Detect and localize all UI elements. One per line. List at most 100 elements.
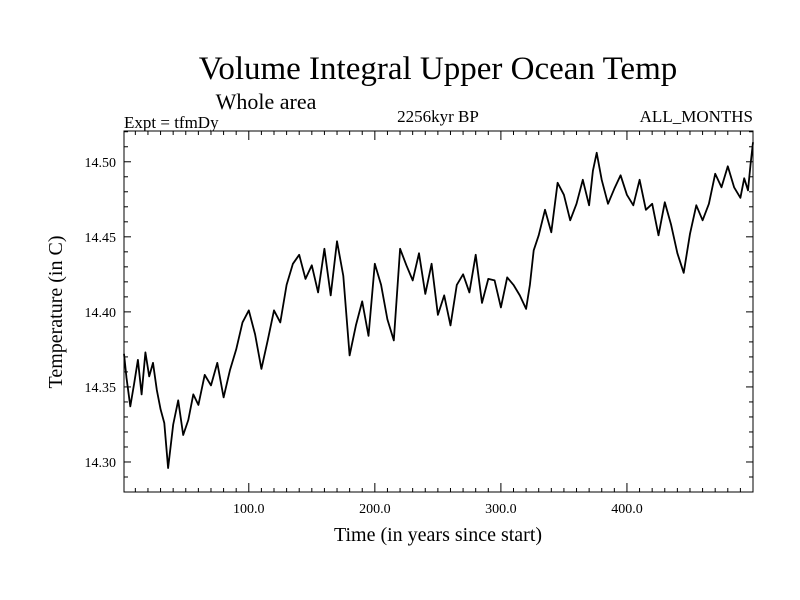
data-point (664, 201, 666, 203)
data-point (342, 275, 344, 277)
data-point (431, 263, 433, 265)
data-point (167, 467, 169, 469)
data-point (405, 264, 407, 266)
data-point (702, 219, 704, 221)
data-point (129, 405, 131, 407)
data-point (689, 233, 691, 235)
epoch-label: 2256kyr BP (397, 107, 479, 126)
y-tick-label: 14.35 (85, 381, 117, 396)
plot-frame (123, 130, 754, 493)
data-point (412, 279, 414, 281)
data-point (739, 197, 742, 199)
data-point (235, 348, 237, 350)
data-point (462, 273, 464, 275)
data-point (506, 276, 508, 278)
series-line (123, 142, 754, 469)
data-point (544, 209, 546, 211)
data-point (163, 422, 165, 424)
data-point (355, 324, 357, 326)
x-tick-label: 300.0 (485, 502, 517, 517)
y-tick-label: 14.40 (85, 306, 117, 321)
data-point (620, 174, 622, 176)
data-point (494, 279, 496, 281)
data-point (279, 321, 281, 323)
data-point (298, 254, 300, 256)
data-point (241, 321, 244, 323)
data-point (424, 293, 426, 295)
data-point (645, 209, 647, 211)
data-point (683, 272, 685, 274)
data-point (187, 419, 189, 421)
data-point (592, 170, 594, 172)
data-point (538, 234, 540, 236)
data-point (386, 318, 388, 320)
data-point (141, 393, 143, 395)
x-tick-label: 100.0 (233, 502, 265, 517)
data-point (172, 423, 174, 426)
data-point (152, 362, 154, 364)
months-label: ALL_MONTHS (640, 107, 753, 126)
data-point (330, 294, 332, 296)
data-point (380, 284, 382, 286)
chart-subtitle: Whole area (216, 89, 317, 114)
data-point (456, 284, 458, 286)
data-point (223, 396, 225, 398)
data-point (550, 231, 552, 233)
data-point (519, 294, 521, 296)
data-point (714, 173, 716, 175)
data-point (639, 179, 641, 181)
data-point (204, 374, 206, 376)
data-point (267, 339, 269, 341)
data-point (449, 324, 452, 326)
y-axis-title: Temperature (in C) (45, 236, 67, 389)
data-point (254, 333, 256, 335)
x-tick-label: 200.0 (359, 502, 391, 517)
data-point (374, 263, 376, 265)
data-point (720, 186, 723, 188)
data-point (500, 306, 502, 308)
data-point (708, 203, 710, 205)
y-axis: 14.30 14.35 14.40 14.45 14.50 (85, 131, 753, 493)
data-point (743, 177, 745, 179)
y-tick-label: 14.45 (85, 231, 117, 246)
data-point (588, 204, 590, 206)
data-point (177, 399, 179, 401)
data-point (156, 389, 158, 391)
data-point (437, 314, 439, 316)
data-point (749, 164, 752, 166)
data-point (727, 165, 729, 167)
data-point (563, 194, 565, 196)
data-point (286, 284, 288, 286)
data-point (311, 264, 313, 266)
data-point (133, 383, 135, 385)
data-point (148, 375, 150, 377)
experiment-label: Expt = tfmDy (124, 113, 219, 132)
data-point (529, 284, 531, 286)
data-point (607, 203, 609, 205)
data-point (651, 203, 653, 205)
data-point (747, 189, 749, 191)
data-point (525, 308, 527, 310)
data-point (317, 291, 319, 293)
data-point (125, 377, 128, 379)
data-point (393, 339, 395, 341)
x-axis-title: Time (in years since start) (334, 524, 542, 546)
data-point (601, 179, 603, 181)
data-point (670, 224, 672, 226)
data-point (569, 219, 571, 221)
data-point (336, 240, 338, 242)
data-point (626, 194, 628, 196)
data-point (292, 263, 294, 265)
data-point (596, 152, 598, 154)
data-point (733, 186, 735, 188)
x-tick-label: 400.0 (611, 502, 643, 517)
data-point (361, 300, 363, 302)
data-point (632, 204, 634, 206)
data-point (399, 248, 401, 250)
data-point (475, 254, 477, 256)
data-point (260, 368, 262, 370)
data-point (304, 278, 307, 280)
data-point (443, 294, 445, 296)
series-group (123, 141, 754, 469)
